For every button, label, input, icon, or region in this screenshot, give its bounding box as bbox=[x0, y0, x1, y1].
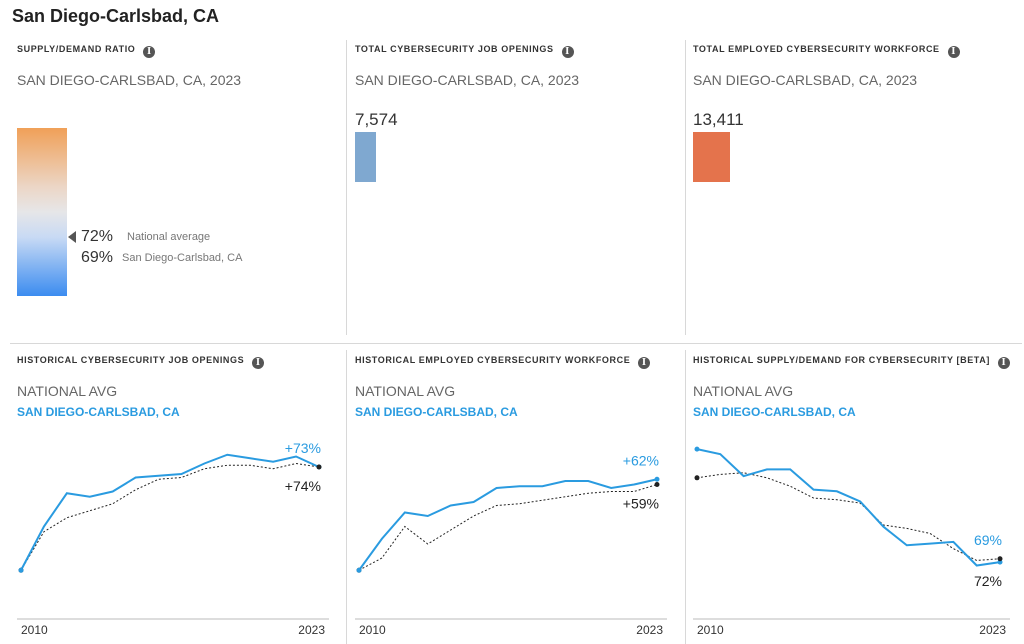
historical-supply-demand-chart: 2010 2023 69% 72% bbox=[693, 446, 1010, 637]
column-divider bbox=[346, 350, 347, 644]
local-line bbox=[358, 478, 658, 571]
chart-title-text: HISTORICAL EMPLOYED CYBERSECURITY WORKFO… bbox=[355, 355, 631, 365]
national-avg-line bbox=[358, 484, 658, 571]
national-end-point bbox=[316, 464, 322, 470]
national-end-label: 72% bbox=[974, 573, 1002, 589]
panel-title: TOTAL CYBERSECURITY JOB OPENINGS i bbox=[355, 44, 574, 58]
chart-title-text: HISTORICAL CYBERSECURITY JOB OPENINGS bbox=[17, 355, 245, 365]
legend-local: SAN DIEGO-CARLSBAD, CA bbox=[693, 405, 856, 419]
x-tick-label: 2023 bbox=[298, 623, 325, 637]
chart-title: HISTORICAL SUPPLY/DEMAND FOR CYBERSECURI… bbox=[693, 355, 1010, 369]
historical-supply-demand-panel: HISTORICAL SUPPLY/DEMAND FOR CYBERSECURI… bbox=[687, 355, 1022, 644]
legend-local: SAN DIEGO-CARLSBAD, CA bbox=[17, 405, 180, 419]
panel-title-text: TOTAL EMPLOYED CYBERSECURITY WORKFORCE bbox=[693, 44, 940, 54]
panel-title-text: SUPPLY/DEMAND RATIO bbox=[17, 44, 136, 54]
local-end-label: +73% bbox=[285, 440, 321, 456]
x-tick-label: 2023 bbox=[636, 623, 663, 637]
local-start-point bbox=[694, 446, 700, 452]
legend-national: NATIONAL AVG bbox=[17, 383, 118, 399]
panel-title-text: TOTAL CYBERSECURITY JOB OPENINGS bbox=[355, 44, 554, 54]
local-line bbox=[20, 453, 320, 571]
legend-local: SAN DIEGO-CARLSBAD, CA bbox=[355, 405, 518, 419]
local-start-point bbox=[18, 567, 24, 573]
national-start-point bbox=[694, 475, 700, 481]
historical-job-openings-chart: 2010 2023 +73% +74% bbox=[17, 440, 329, 637]
job-openings-panel: TOTAL CYBERSECURITY JOB OPENINGS i SAN DI… bbox=[349, 44, 679, 334]
x-tick-label: 2023 bbox=[979, 623, 1006, 637]
national-end-label: +74% bbox=[285, 478, 321, 494]
legend-national: NATIONAL AVG bbox=[693, 383, 794, 399]
job-openings-value: 7,574 bbox=[355, 110, 398, 129]
workforce-value: 13,411 bbox=[693, 110, 744, 129]
national-end-label: +59% bbox=[623, 496, 659, 512]
national-average-value: 72% bbox=[81, 228, 114, 245]
info-icon[interactable]: i bbox=[561, 46, 574, 58]
info-icon[interactable]: i bbox=[252, 357, 265, 369]
local-label: San Diego-Carlsbad, CA bbox=[122, 252, 243, 264]
local-line bbox=[696, 448, 1001, 567]
historical-job-openings-panel: HISTORICAL CYBERSECURITY JOB OPENINGS i N… bbox=[11, 355, 341, 644]
x-tick-label: 2010 bbox=[21, 623, 48, 637]
local-value: 69% bbox=[81, 249, 114, 266]
info-icon[interactable]: i bbox=[947, 46, 960, 58]
panel-title: SUPPLY/DEMAND RATIO i bbox=[17, 44, 156, 58]
panel-subtitle: SAN DIEGO-CARLSBAD, CA, 2023 bbox=[355, 72, 580, 88]
local-end-label: +62% bbox=[623, 452, 659, 468]
panel-title: TOTAL EMPLOYED CYBERSECURITY WORKFORCE i bbox=[693, 44, 960, 58]
info-icon[interactable]: i bbox=[143, 46, 156, 58]
chart-title: HISTORICAL CYBERSECURITY JOB OPENINGS i bbox=[17, 355, 265, 369]
x-tick-label: 2010 bbox=[697, 623, 724, 637]
national-avg-line bbox=[20, 462, 320, 571]
national-end-point bbox=[654, 482, 660, 487]
panel-subtitle: SAN DIEGO-CARLSBAD, CA, 2023 bbox=[17, 72, 242, 88]
chart-title: HISTORICAL EMPLOYED CYBERSECURITY WORKFO… bbox=[355, 355, 651, 369]
row-divider bbox=[10, 343, 1022, 344]
workforce-bar bbox=[693, 132, 730, 182]
ratio-gradient-bar bbox=[17, 128, 67, 296]
national-average-marker-icon bbox=[68, 231, 76, 243]
local-start-point bbox=[356, 567, 362, 573]
chart-title-text: HISTORICAL SUPPLY/DEMAND FOR CYBERSECURI… bbox=[693, 355, 990, 365]
column-divider bbox=[685, 40, 686, 335]
national-end-point bbox=[997, 556, 1003, 562]
national-avg-line bbox=[696, 472, 1001, 561]
column-divider bbox=[346, 40, 347, 335]
local-end-label: 69% bbox=[974, 532, 1002, 548]
x-tick-label: 2010 bbox=[359, 623, 386, 637]
workforce-panel: TOTAL EMPLOYED CYBERSECURITY WORKFORCE i … bbox=[687, 44, 1022, 334]
historical-workforce-chart: 2010 2023 +62% +59% bbox=[355, 452, 667, 637]
legend-national: NATIONAL AVG bbox=[355, 383, 456, 399]
column-divider bbox=[685, 350, 686, 644]
info-icon[interactable]: i bbox=[638, 357, 651, 369]
page-title: San Diego-Carlsbad, CA bbox=[12, 6, 220, 26]
national-average-label: National average bbox=[127, 231, 211, 243]
historical-workforce-panel: HISTORICAL EMPLOYED CYBERSECURITY WORKFO… bbox=[349, 355, 679, 644]
job-openings-bar bbox=[355, 132, 376, 182]
supply-demand-ratio-panel: SUPPLY/DEMAND RATIO i SAN DIEGO-CARLSBAD,… bbox=[11, 44, 341, 334]
info-icon[interactable]: i bbox=[997, 357, 1010, 369]
local-end-point bbox=[654, 476, 660, 482]
panel-subtitle: SAN DIEGO-CARLSBAD, CA, 2023 bbox=[693, 72, 918, 88]
